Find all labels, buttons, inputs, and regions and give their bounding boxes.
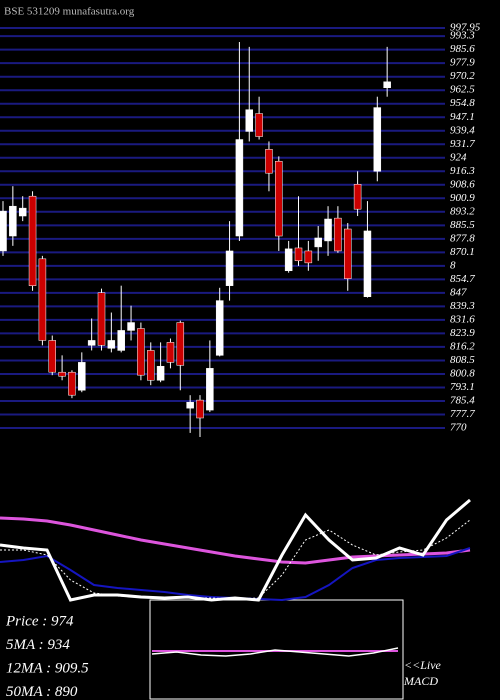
candle-body <box>314 237 322 248</box>
y-tick-label: 977.9 <box>450 57 475 69</box>
candle-body <box>38 258 47 341</box>
candle-body <box>87 340 96 346</box>
y-tick-label: 793.1 <box>450 381 475 393</box>
y-tick-label: 770 <box>450 422 467 434</box>
y-tick-label: 816.2 <box>450 340 475 352</box>
candle-body <box>294 247 303 262</box>
candle-body <box>28 195 37 286</box>
y-tick-label: 947.1 <box>450 111 475 123</box>
y-tick-label: 823.9 <box>450 327 475 339</box>
y-tick-label: 8 <box>450 259 456 271</box>
y-tick-label: 970.2 <box>450 70 475 82</box>
y-tick-label: 800.8 <box>450 367 475 379</box>
macd-live: <<Live <box>404 658 442 672</box>
indicator-line <box>0 498 471 602</box>
y-tick-label: 997.95 <box>450 22 481 34</box>
candle-body <box>344 228 352 279</box>
y-tick-label: 900.9 <box>450 192 475 204</box>
candle-body <box>324 218 332 242</box>
y-tick-label: 962.5 <box>450 84 475 96</box>
candle-body <box>363 230 372 297</box>
y-tick-label: 939.4 <box>450 124 475 136</box>
y-tick-label: 839.3 <box>450 300 475 312</box>
candle-body <box>265 149 273 174</box>
y-tick-label: 831.6 <box>450 313 475 325</box>
y-tick-label: 854.7 <box>450 273 475 285</box>
candle-body <box>117 330 125 351</box>
y-tick-label: 931.7 <box>450 138 475 150</box>
macd-title: MACD <box>403 674 438 688</box>
candle-body <box>383 81 391 88</box>
candle-body <box>147 350 155 381</box>
candle-body <box>58 371 66 377</box>
indicator-note: 50MA : 890 <box>6 684 78 700</box>
indicator-note: 5MA : 934 <box>6 637 70 653</box>
candle-body <box>107 340 116 349</box>
candle-body <box>186 401 194 409</box>
candle-body <box>245 109 253 132</box>
y-tick-label: 808.5 <box>450 354 475 366</box>
candle-body <box>0 210 7 252</box>
candle-body <box>275 161 283 237</box>
candle-body <box>196 399 204 419</box>
candle-body <box>353 184 362 210</box>
candle-body <box>304 250 313 264</box>
y-tick-label: 870.1 <box>450 246 475 258</box>
candle-body <box>235 139 244 237</box>
candle-body <box>78 362 86 391</box>
y-tick-label: 924 <box>450 151 467 163</box>
candle-body <box>166 342 175 363</box>
candle-body <box>334 217 342 252</box>
candle-body <box>137 328 145 376</box>
candle-body <box>255 113 263 137</box>
y-tick-label: 847 <box>450 286 467 298</box>
indicator-line <box>151 647 399 657</box>
y-tick-label: 916.3 <box>450 165 475 177</box>
candle-body <box>215 300 224 356</box>
candle-body <box>176 322 185 366</box>
chart-title: BSE 531209 munafasutra.org <box>4 6 135 18</box>
indicator-line <box>0 516 471 565</box>
candle-body <box>18 207 27 217</box>
candle-body <box>97 292 106 346</box>
y-tick-label: 993.3 <box>450 30 475 42</box>
indicator-note: Price : 974 <box>5 613 74 629</box>
candle-body <box>373 107 382 172</box>
candle-body <box>9 205 17 237</box>
indicator-note: 12MA : 909.5 <box>6 660 89 676</box>
y-tick-label: 985.6 <box>450 43 475 55</box>
candle-body <box>206 368 214 411</box>
y-tick-label: 954.8 <box>450 97 475 109</box>
candle-body <box>127 322 135 331</box>
y-tick-label: 877.8 <box>450 232 475 244</box>
candle-body <box>284 248 293 272</box>
candle-body <box>68 371 76 396</box>
candle-body <box>48 340 56 373</box>
candle-body <box>156 365 165 381</box>
y-tick-label: 777.7 <box>450 408 475 420</box>
y-tick-label: 908.6 <box>450 178 475 190</box>
indicator-line <box>0 519 471 600</box>
y-tick-label: 885.5 <box>450 219 475 231</box>
y-tick-label: 893.2 <box>450 205 475 217</box>
candle-body <box>225 250 234 286</box>
y-tick-label: 785.4 <box>450 395 475 407</box>
